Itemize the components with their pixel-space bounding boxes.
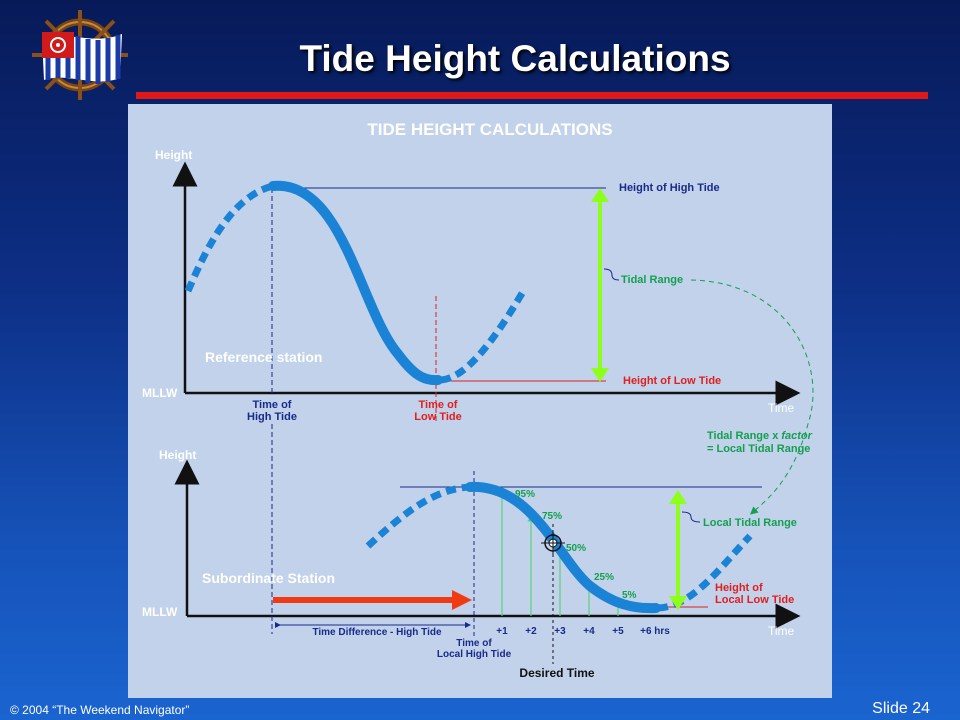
bottom-mllw-label: MLLW <box>142 605 178 619</box>
local-range-brace <box>681 511 701 523</box>
local-tidal-range-label: Local Tidal Range <box>703 517 797 529</box>
percentage-markers <box>498 488 622 616</box>
hour-tick-1: +1 <box>496 626 508 637</box>
subordinate-station-label: Subordinate Station <box>202 570 335 586</box>
pct-label-95: 95% <box>515 489 535 500</box>
local-high-tide-time-label-2: Local High Tide <box>437 649 512 660</box>
top-time-label: Time <box>768 401 795 415</box>
height-of-low-tide-label: Height of Low Tide <box>623 375 721 387</box>
title-divider <box>136 92 928 99</box>
subordinate-chart: Height MLLW Time <box>142 424 801 680</box>
reference-tide-curve-leading <box>184 182 274 293</box>
subordinate-tide-curve-solid <box>465 481 661 614</box>
bottom-time-label: Time <box>768 624 795 638</box>
bottom-height-label: Height <box>159 448 196 462</box>
tidal-range-brace <box>603 268 620 281</box>
diagram-panel: TIDE HEIGHT CALCULATIONS Height MLLW Tim… <box>128 104 832 698</box>
flag-icon <box>42 32 122 84</box>
time-difference-label: Time Difference - High Tide <box>312 627 442 638</box>
time-difference-orange-arrowhead <box>452 590 472 610</box>
pct-label-50: 50% <box>566 543 586 554</box>
subordinate-tide-curve-leading <box>365 483 471 549</box>
tidal-range-label: Tidal Range <box>621 274 683 286</box>
desired-time-label: Desired Time <box>519 666 594 680</box>
pct-label-75: 75% <box>542 511 562 522</box>
reference-chart: Height MLLW Time Height of High Tide Hei… <box>142 148 814 515</box>
time-of-low-tide-label-1: Time of <box>419 399 458 411</box>
desired-time-target-icon <box>541 531 565 555</box>
tide-diagram: TIDE HEIGHT CALCULATIONS Height MLLW Tim… <box>142 120 814 680</box>
subordinate-tide-curve-trailing <box>657 533 753 612</box>
reference-tide-curve-trailing <box>440 288 528 384</box>
top-mllw-label: MLLW <box>142 386 178 400</box>
tidal-range-arrowhead-down <box>591 368 609 382</box>
reference-tide-curve-solid <box>268 180 443 386</box>
local-range-arrowhead-up <box>669 490 687 504</box>
hour-tick-6: +6 hrs <box>640 626 670 637</box>
local-low-tide-label-2: Local Low Tide <box>715 594 794 606</box>
hour-tick-4: +4 <box>583 626 595 637</box>
hour-tick-3: +3 <box>554 626 566 637</box>
time-of-high-tide-label-1: Time of <box>253 399 292 411</box>
hour-tick-2: +2 <box>525 626 537 637</box>
diagram-heading: TIDE HEIGHT CALCULATIONS <box>367 120 612 139</box>
hour-tick-5: +5 <box>612 626 624 637</box>
top-height-label: Height <box>155 148 192 162</box>
pct-label-25: 25% <box>594 572 614 583</box>
factor-note-line2: = Local Tidal Range <box>707 443 810 455</box>
local-range-arrowhead-down <box>669 596 687 610</box>
time-of-low-tide-label-2: Low Tide <box>414 411 461 423</box>
footer-copyright: © 2004 “The Weekend Navigator” <box>10 703 190 717</box>
height-of-high-tide-label: Height of High Tide <box>619 182 720 194</box>
reference-station-label: Reference station <box>205 349 322 365</box>
slide-title: Tide Height Calculations <box>299 38 731 79</box>
tidal-range-arrowhead-up <box>591 188 609 202</box>
factor-note-line1: Tidal Range x factor <box>707 430 813 442</box>
local-low-tide-label-1: Height of <box>715 582 763 594</box>
pct-label-5: 5% <box>622 590 637 601</box>
local-high-tide-time-label-1: Time of <box>456 638 492 649</box>
slide-number: Slide 24 <box>872 700 930 717</box>
tidal-range-to-local-dashed-arrow <box>690 279 814 515</box>
time-of-high-tide-label-2: High Tide <box>247 411 297 423</box>
ships-wheel-logo <box>32 10 128 100</box>
